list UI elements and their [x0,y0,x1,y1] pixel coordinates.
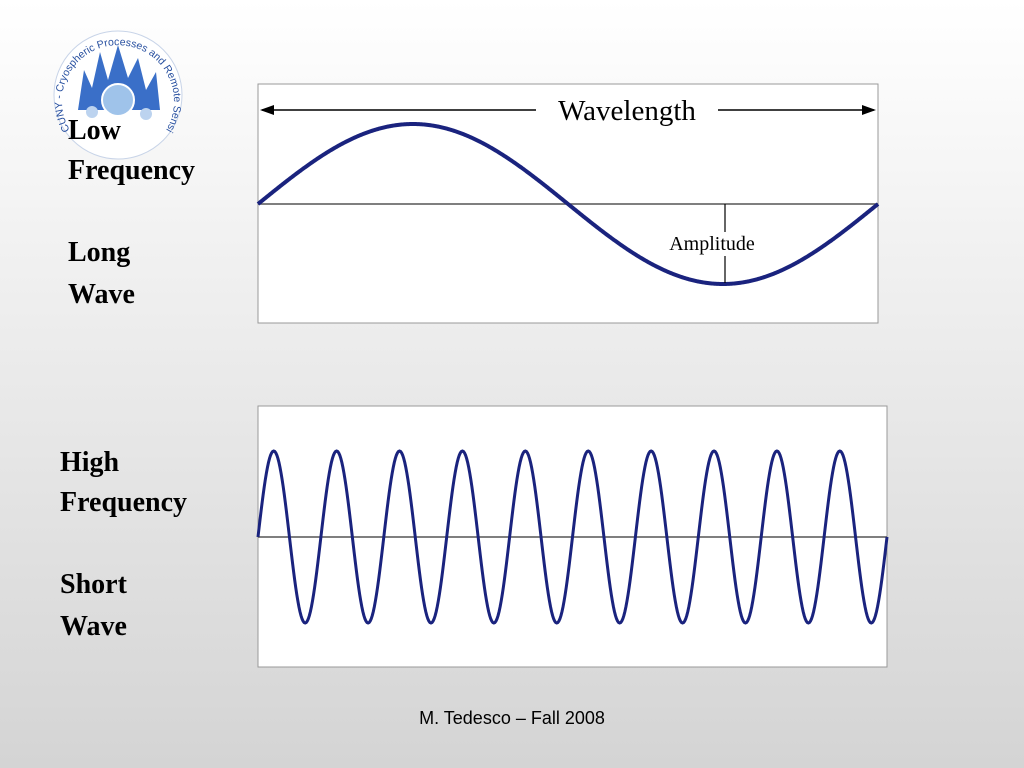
logo-flake [140,108,152,120]
arrow-head [862,105,876,115]
label: High [60,447,120,478]
label: Frequency [68,155,195,186]
wavelength-label: Wavelength [558,95,696,127]
high-panel [256,405,889,668]
low-panel: Wavelength Amplitude [256,83,880,324]
label: Frequency [60,487,187,518]
label: Short [60,569,128,600]
arrow-head [260,105,274,115]
label: Long [68,237,130,268]
footer: M. Tedesco – Fall 2008 [419,708,605,728]
logo-flake [86,106,98,118]
label: Low [68,115,122,146]
logo-flake [101,83,135,117]
logo-skyline [78,45,160,110]
label: Wave [60,611,127,642]
label: Wave [68,279,135,310]
wave [256,449,889,625]
wave [256,122,880,286]
amplitude-label: Amplitude [669,233,755,255]
